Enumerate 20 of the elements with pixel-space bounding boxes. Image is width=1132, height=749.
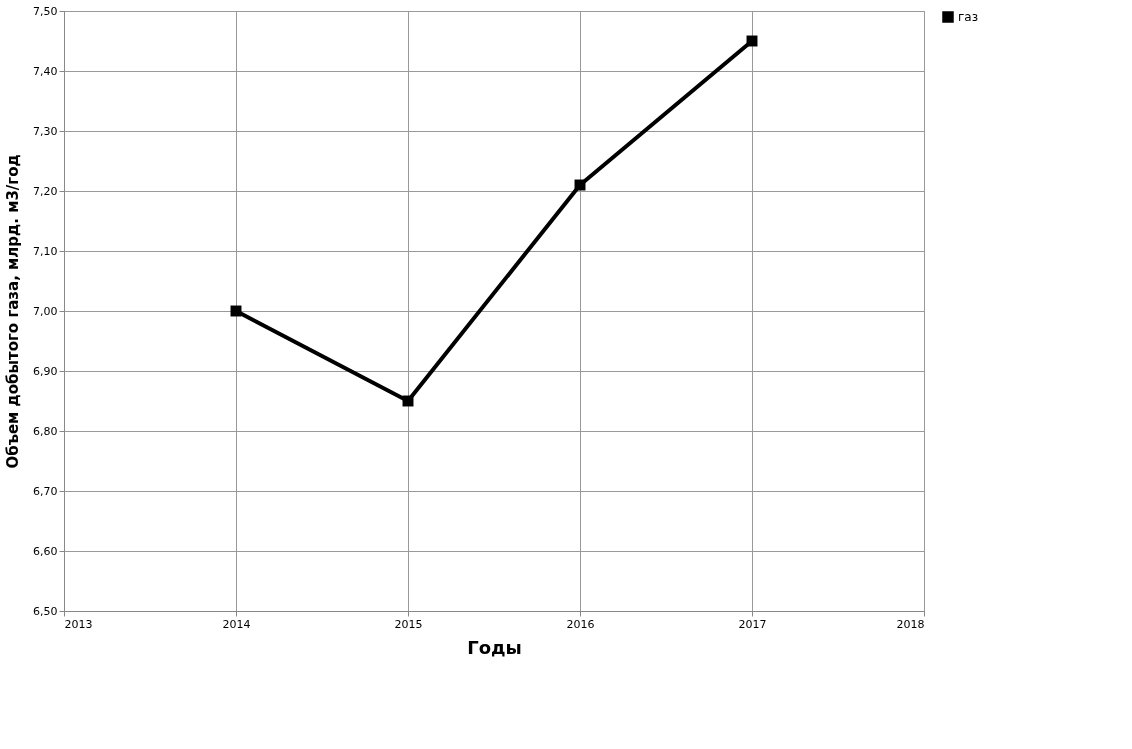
y-tick-label: 7,50 — [33, 4, 58, 18]
y-tick-label: 7,30 — [33, 124, 58, 138]
x-tick-label: 2016 — [566, 617, 595, 631]
y-tick-label: 7,40 — [33, 64, 58, 78]
x-axis-title: Годы — [467, 636, 522, 658]
x-tick-label: 2018 — [896, 617, 925, 631]
y-axis-title: Объем добытого газа, млрд. м3/год — [4, 154, 23, 469]
y-tick-label: 7,20 — [33, 184, 58, 198]
y-tick-label: 6,80 — [33, 424, 58, 438]
y-tick-label: 6,60 — [33, 544, 58, 558]
x-tick-label: 2017 — [738, 617, 767, 631]
x-tick-label: 2014 — [222, 617, 251, 631]
y-tick-label: 7,00 — [33, 304, 58, 318]
y-tick-label: 6,90 — [33, 364, 58, 378]
x-tick-label: 2013 — [64, 617, 93, 631]
y-tick-label: 6,50 — [33, 604, 58, 618]
y-tick-label: 6,70 — [33, 484, 58, 498]
y-tick-label: 7,10 — [33, 244, 58, 258]
x-tick-label: 2015 — [394, 617, 423, 631]
legend-label: газ — [958, 10, 979, 24]
